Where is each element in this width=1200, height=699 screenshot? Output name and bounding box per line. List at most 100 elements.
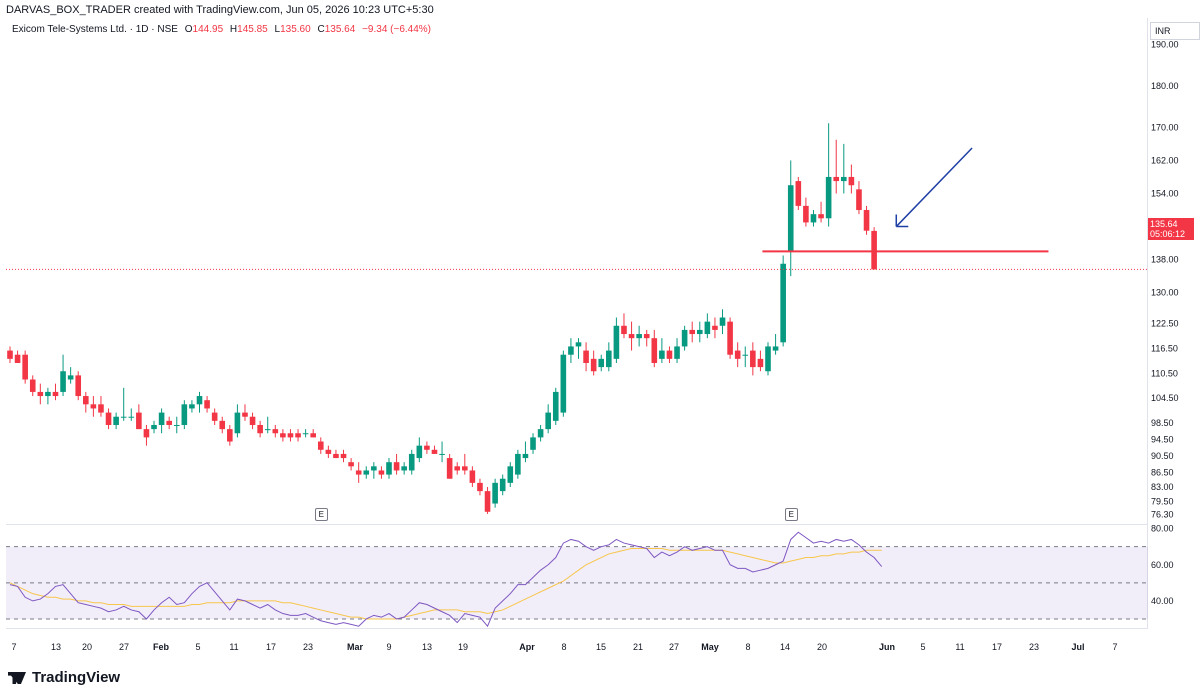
time-tick-label: 19: [458, 642, 468, 652]
candle-body: [295, 433, 301, 438]
candle-body: [325, 449, 332, 454]
price-tick-label: 86.50: [1151, 468, 1174, 478]
candle-body: [621, 325, 627, 335]
time-tick-label: 11: [955, 642, 964, 652]
price-tick-label: 162.00: [1151, 155, 1179, 165]
candle-body: [371, 466, 377, 471]
candle-body: [757, 358, 764, 368]
candle-body: [219, 420, 226, 430]
candle-body: [128, 416, 135, 418]
time-tick-label: Feb: [153, 642, 170, 652]
rsi-chart[interactable]: [6, 525, 1148, 628]
price-tick-label: 116.50: [1151, 344, 1178, 354]
candle-body: [613, 325, 620, 359]
candle-body: [462, 466, 468, 471]
earnings-badge[interactable]: E: [314, 508, 328, 521]
symbol-legend[interactable]: Exicom Tele-Systems Ltd. · 1D · NSE O144…: [12, 24, 431, 35]
candle-body: [765, 346, 771, 372]
price-tick-label: 104.50: [1151, 393, 1179, 403]
attribution-text: DARVAS_BOX_TRADER created with TradingVi…: [6, 4, 434, 16]
candle-body: [158, 412, 165, 425]
price-pane[interactable]: [6, 18, 1148, 525]
candle-body: [825, 176, 832, 219]
candle-body: [67, 375, 74, 380]
candle-body: [742, 354, 749, 356]
price-chart[interactable]: [6, 18, 1148, 524]
candle-body: [454, 466, 461, 471]
candle-body: [628, 334, 635, 339]
candle-body: [590, 358, 597, 372]
bar-countdown: 05:06:12: [1150, 229, 1186, 239]
candle-body: [469, 470, 476, 483]
time-tick-label: 27: [119, 642, 129, 652]
time-tick-label: 7: [1112, 642, 1117, 652]
candle-body: [431, 449, 438, 454]
candle-body: [681, 329, 688, 347]
candle-body: [666, 350, 673, 359]
tradingview-logo[interactable]: TradingView: [8, 669, 120, 686]
candle-body: [712, 325, 718, 330]
time-tick-label: 11: [229, 642, 238, 652]
candle-body: [37, 391, 44, 397]
candle-body: [287, 433, 294, 438]
candle-body: [249, 416, 256, 425]
last-price-tag: 135.64 05:06:12: [1148, 218, 1194, 240]
currency-label[interactable]: INR: [1150, 22, 1200, 40]
candle-body: [264, 429, 271, 431]
candle-body: [60, 371, 66, 392]
price-tick-label: 154.00: [1151, 188, 1179, 198]
candle-body: [424, 445, 430, 450]
candle-body: [272, 429, 279, 434]
candle-body: [189, 404, 195, 409]
rsi-tick-label: 40.00: [1151, 596, 1174, 606]
close-label: C: [317, 24, 325, 35]
price-tick-label: 79.50: [1151, 496, 1174, 506]
price-axis[interactable]: 190.00180.00170.00162.00154.00146.00138.…: [1148, 0, 1200, 699]
price-tick-label: 83.00: [1151, 482, 1174, 492]
candle-body: [659, 350, 665, 359]
candle-body: [416, 445, 423, 459]
high-label: H: [229, 24, 238, 35]
candle-body: [310, 433, 316, 438]
candle-body: [181, 404, 188, 425]
arrow-shaft: [895, 147, 973, 228]
symbol-title: Exicom Tele-Systems Ltd. · 1D · NSE: [12, 24, 178, 35]
time-tick-label: 23: [1029, 642, 1039, 652]
time-tick-label: 5: [195, 642, 200, 652]
time-tick-label: 5: [920, 642, 925, 652]
time-tick-label: 7: [11, 642, 16, 652]
candle-body: [704, 321, 711, 335]
high-value: 145.85: [237, 24, 268, 35]
time-tick-label: Jun: [879, 642, 895, 652]
time-tick-label: 13: [422, 642, 432, 652]
time-tick-label: 8: [561, 642, 566, 652]
candle-body: [537, 429, 544, 438]
candle-body: [818, 214, 824, 219]
price-tick-label: 98.50: [1151, 418, 1174, 428]
candle-body: [211, 412, 218, 421]
candle-body: [378, 470, 385, 475]
candle-body: [166, 420, 172, 425]
candle-body: [727, 321, 733, 355]
earnings-badge[interactable]: E: [784, 508, 798, 521]
candle-body: [136, 412, 142, 430]
candle-body: [113, 416, 119, 425]
candle-body: [302, 433, 309, 435]
change-value: −9.34 (−6.44%): [362, 24, 432, 35]
time-axis[interactable]: 7 13 20 27 Feb 5 11 17 23 Mar 9 13 19 Apr 8 15 21 27 May 8 1…: [6, 632, 1154, 662]
price-tick-label: 110.50: [1151, 368, 1178, 378]
candle-body: [105, 412, 112, 425]
candle-body: [606, 350, 612, 368]
time-tick-label: 15: [596, 642, 606, 652]
candle-body: [643, 334, 650, 339]
rsi-pane[interactable]: [6, 525, 1148, 629]
candle-body: [22, 354, 28, 380]
price-tick-label: 130.00: [1151, 288, 1179, 298]
candle-body: [522, 453, 529, 459]
candle-body: [151, 424, 157, 430]
price-tick-label: 122.50: [1151, 319, 1179, 329]
low-label: L: [274, 24, 281, 35]
candle-body: [848, 176, 855, 186]
candle-body: [29, 379, 36, 392]
time-tick-label: 13: [51, 642, 61, 652]
